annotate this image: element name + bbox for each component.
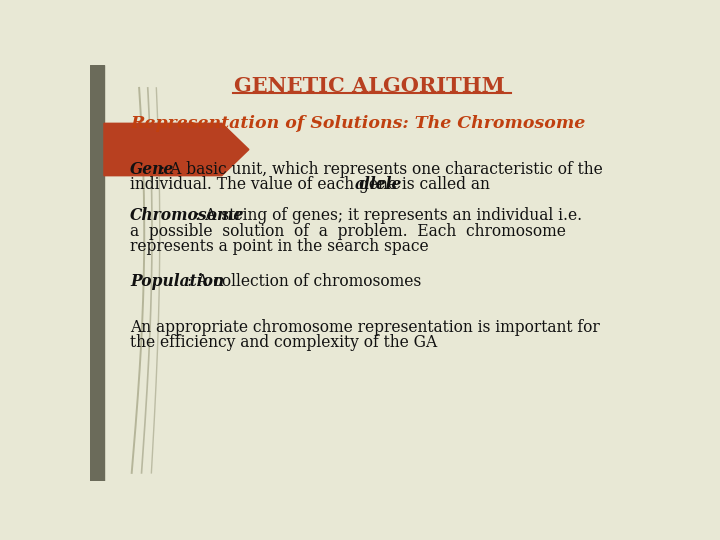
Bar [90, 65, 104, 481]
Text: allele: allele [355, 177, 402, 193]
Text: An appropriate chromosome representation is important for: An appropriate chromosome representation… [130, 319, 600, 336]
Text: a  possible  solution  of  a  problem.  Each  chromosome: a possible solution of a problem. Each c… [130, 222, 566, 240]
Text: Representation of Solutions: The Chromosome: Representation of Solutions: The Chromos… [130, 115, 585, 132]
Text: Population: Population [130, 273, 225, 289]
Text: the efficiency and complexity of the GA: the efficiency and complexity of the GA [130, 334, 438, 352]
Text: : A collection of chromosomes: : A collection of chromosomes [187, 273, 421, 289]
Text: GENETIC ALGORITHM: GENETIC ALGORITHM [233, 76, 505, 96]
Text: individual. The value of each gene is called an: individual. The value of each gene is ca… [130, 177, 495, 193]
Text: Gene: Gene [130, 161, 174, 178]
Text: : A basic unit, which represents one characteristic of the: : A basic unit, which represents one cha… [160, 161, 603, 178]
Polygon shape [104, 123, 249, 176]
Text: : A string of genes; it represents an individual i.e.: : A string of genes; it represents an in… [194, 207, 582, 224]
Text: Chromosome: Chromosome [130, 207, 245, 224]
Text: represents a point in the search space: represents a point in the search space [130, 238, 429, 255]
